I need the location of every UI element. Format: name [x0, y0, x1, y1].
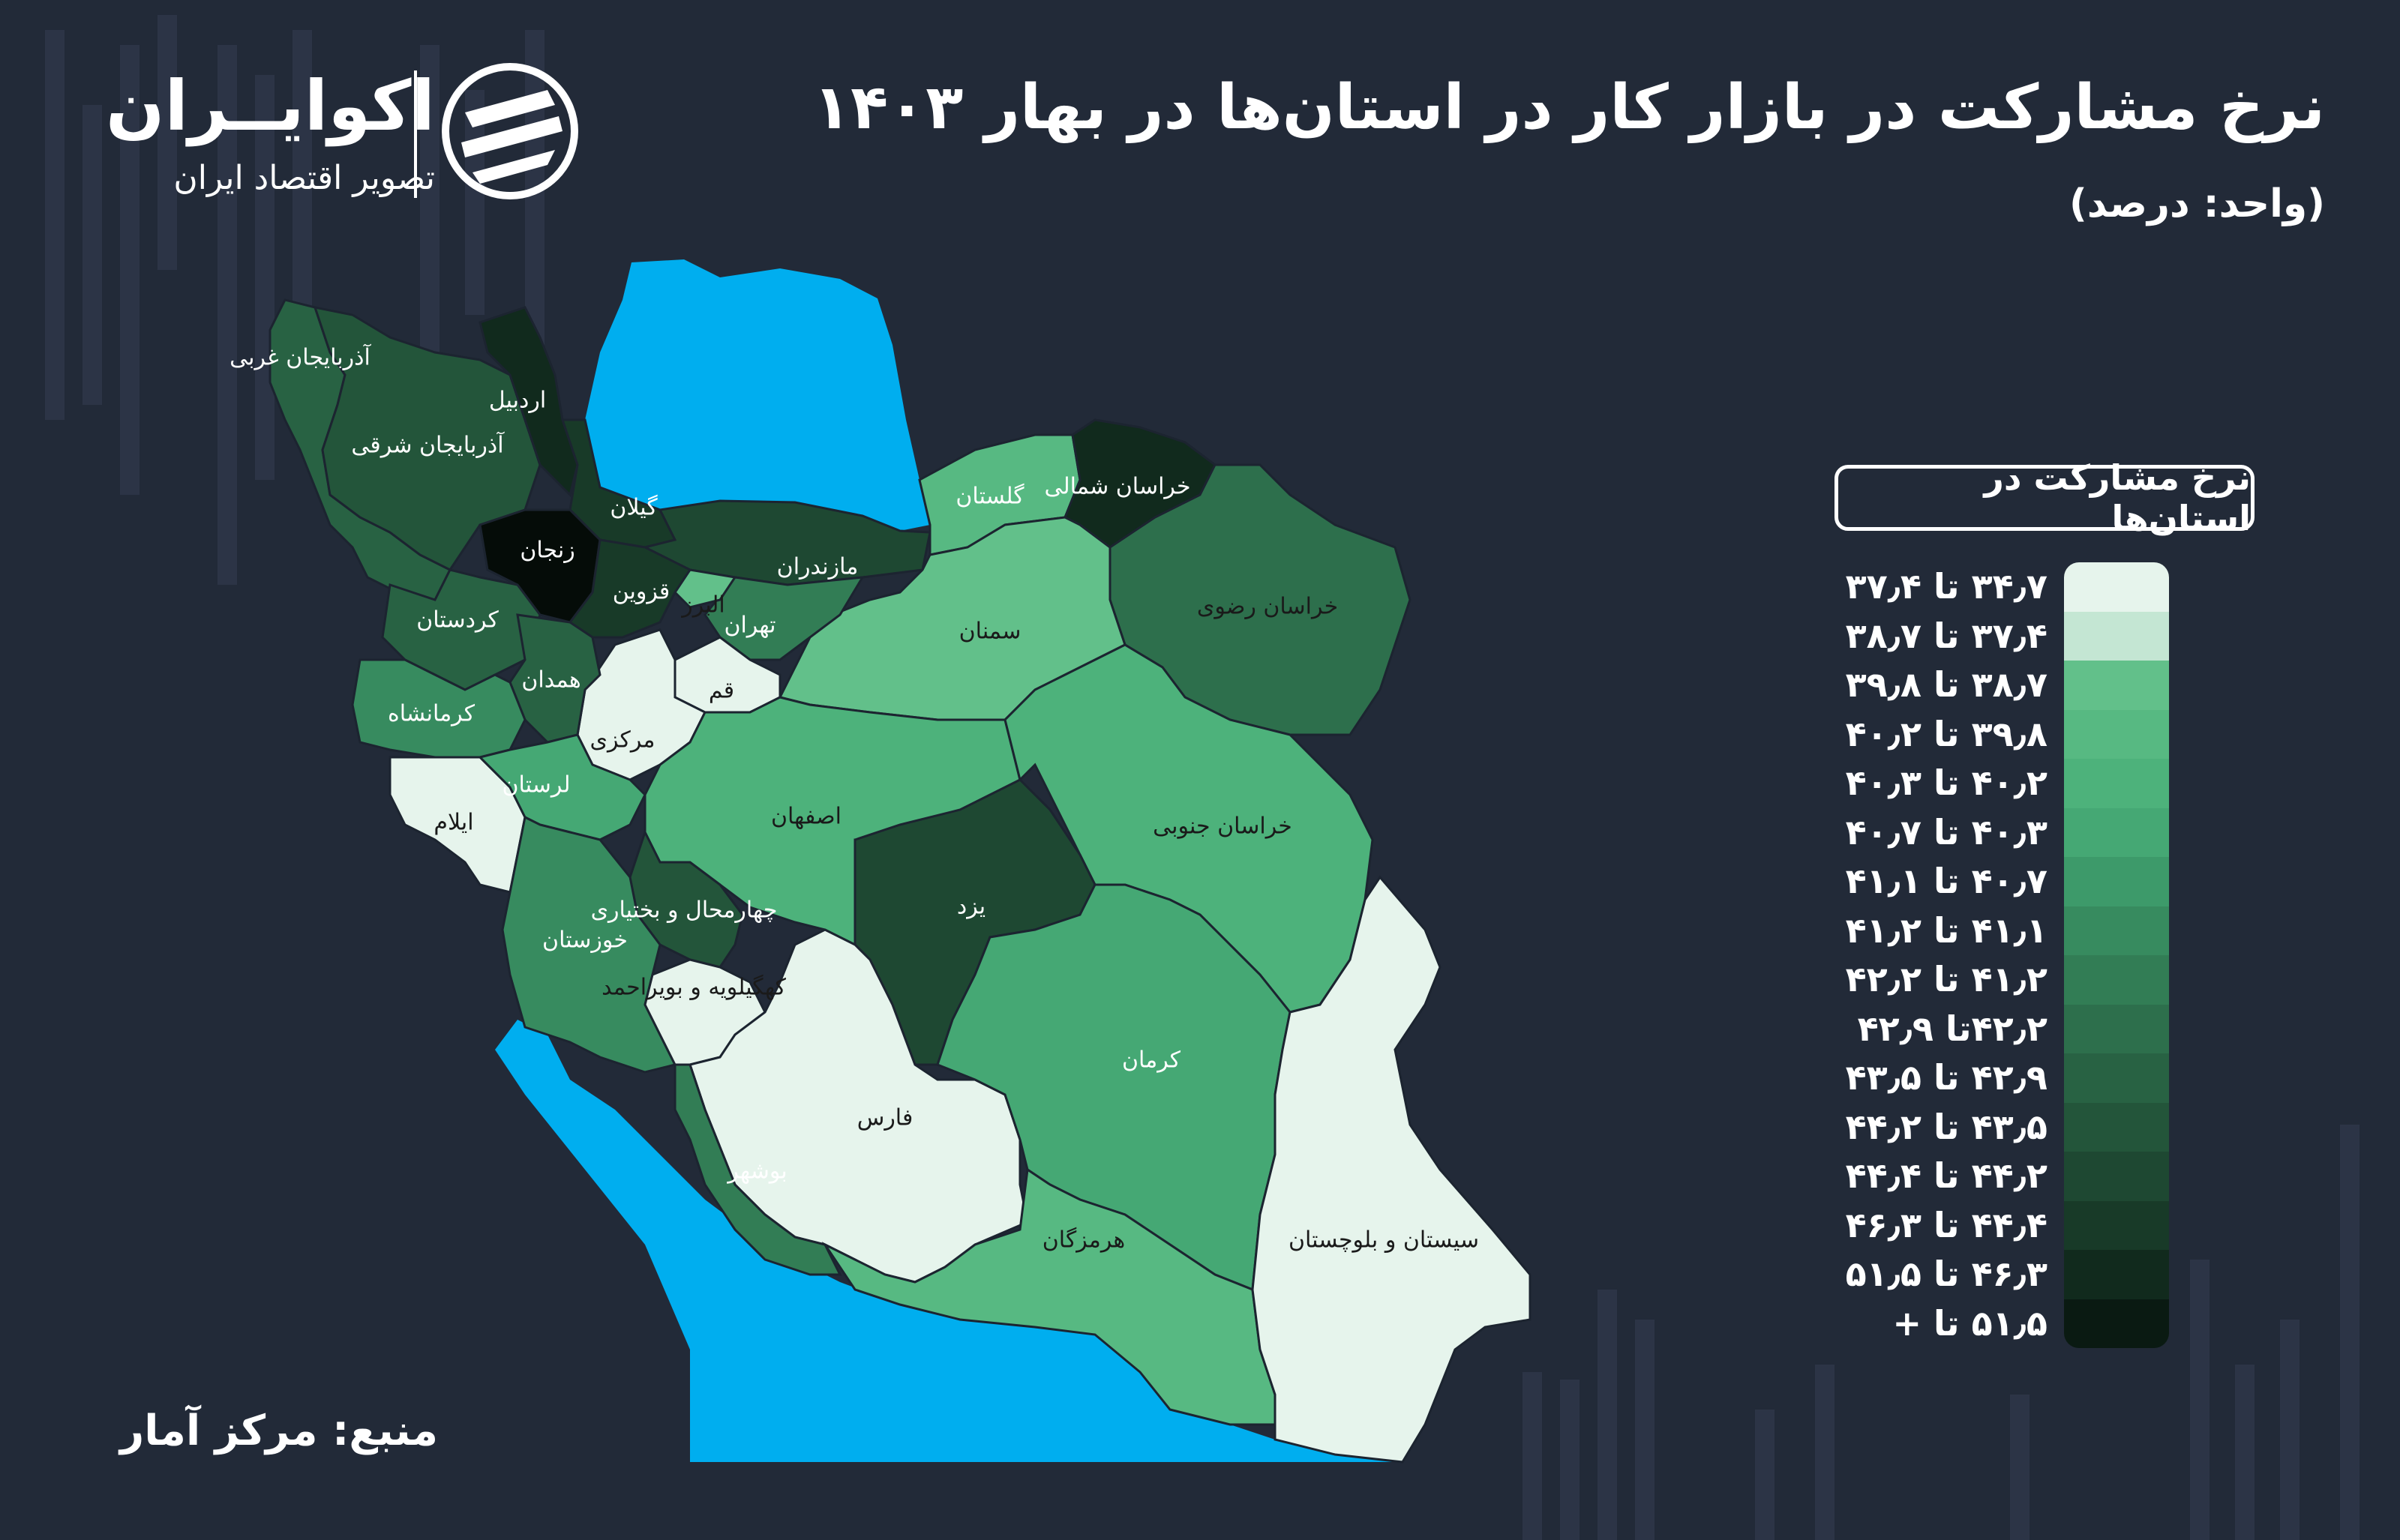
legend-swatch	[2064, 562, 2169, 612]
legend-label: ۴۱٫۱ تا ۴۱٫۲	[1845, 909, 2048, 951]
province-bushehr	[674, 1063, 842, 1276]
legend-label: ۴۲٫۹ تا ۴۳٫۵	[1845, 1057, 2048, 1098]
legend-swatch	[2064, 1200, 2169, 1250]
province-qazvin	[568, 538, 692, 639]
legend-swatch	[2064, 1299, 2169, 1348]
legend-swatch	[2064, 955, 2169, 1005]
province-label-hormozgan: هرمزگان	[1042, 1227, 1125, 1254]
province-label-markazi: مرکزی	[590, 727, 656, 754]
province-tehran	[704, 576, 865, 661]
legend-label: ۴۲٫۲تا ۴۲٫۹	[1857, 1008, 2048, 1049]
province-sistan-baluchestan	[1251, 875, 1532, 1464]
province-label-zanjan: زنجان	[520, 538, 574, 564]
source-note: منبع: مرکز آمار	[120, 1407, 439, 1455]
province-label-kerman: کرمان	[1122, 1047, 1181, 1074]
province-label-razavi-khorasan: خراسان رضوی	[1197, 594, 1338, 620]
legend-swatch	[2064, 1004, 2169, 1053]
unit-label: (واحد: درصد)	[2069, 181, 2325, 226]
legend-swatch	[2064, 759, 2169, 808]
legend-label: ۴۴٫۲ تا ۴۴٫۴	[1845, 1155, 2048, 1196]
province-label-kohgiluyeh: کهگیلویه و بویراحمد	[602, 975, 787, 1001]
legend-label: ۴۶٫۳ تا ۵۱٫۵	[1845, 1254, 2048, 1294]
province-label-alborz: البرز	[680, 592, 725, 619]
province-ardabil	[478, 306, 579, 497]
legend-color-scale	[2064, 562, 2169, 1348]
legend-label: ۳۷٫۴ تا ۳۸٫۷	[1845, 615, 2048, 656]
province-label-hamadan: همدان	[521, 667, 580, 694]
persian-gulf	[495, 1020, 1440, 1462]
brand-mark-icon	[442, 63, 578, 199]
province-label-fars: فارس	[857, 1105, 914, 1131]
brand-logo: اکوایــران تصویر اقتصاد ایران	[90, 60, 585, 210]
legend-label: ۳۸٫۷ تا ۳۹٫۸	[1845, 664, 2048, 705]
legend-label: ۳۹٫۸ تا ۴۰٫۲	[1845, 713, 2048, 754]
legend-label: ۴۰٫۲ تا ۴۰٫۳	[1845, 763, 2048, 803]
legend-swatch	[2064, 906, 2169, 955]
province-label-kurdistan: کردستان	[416, 607, 499, 634]
province-label-mazandaran: مازندران	[777, 554, 859, 580]
province-label-yazd: یزد	[957, 894, 986, 920]
page-title: نرخ مشارکت در بازار کار در استان‌ها در ب…	[813, 72, 2325, 143]
legend-swatch	[2064, 709, 2169, 759]
legend-label: ۴۰٫۷ تا ۴۱٫۱	[1845, 861, 2048, 901]
legend-swatch	[2064, 1053, 2169, 1103]
legend-label: ۴۱٫۲ تا ۴۲٫۲	[1845, 959, 2048, 999]
province-label-west-azarbaijan: آذربایجان غربی	[230, 344, 371, 371]
legend-label: ۵۱٫۵ تا +	[1892, 1302, 2048, 1344]
brand-name: اکوایــران	[106, 66, 435, 146]
brand-subtitle: تصویر اقتصاد ایران	[173, 159, 435, 197]
province-label-bushehr: بوشهر	[726, 1158, 787, 1185]
legend-swatch	[2064, 807, 2169, 857]
province-label-kermanshah: کرمانشاه	[388, 701, 476, 727]
legend-labels: ۳۴٫۷ تا ۳۷٫۴ ۳۷٫۴ تا ۳۸٫۷ ۳۸٫۷ تا ۳۹٫۸ ۳۹٫۸…	[1770, 562, 2048, 1348]
legend-swatch	[2064, 611, 2169, 661]
province-label-ardabil: اردبیل	[489, 388, 546, 414]
legend-swatch	[2064, 661, 2169, 710]
province-label-khuzestan: خوزستان	[542, 927, 628, 954]
province-label-lorestan: لرستان	[502, 772, 570, 798]
legend-label: ۴۴٫۴ تا ۴۶٫۳	[1845, 1204, 2048, 1245]
province-kermanshah	[351, 658, 526, 759]
province-label-north-khorasan: خراسان شمالی	[1044, 474, 1190, 500]
legend-label: ۴۰٫۳ تا ۴۰٫۷	[1845, 811, 2048, 852]
province-label-east-azarbaijan: آذربایجان شرقی	[351, 432, 505, 459]
legend-swatch	[2064, 1152, 2169, 1201]
legend-swatch	[2064, 1250, 2169, 1299]
legend-title: نرخ مشارکت در استان‌ها	[1834, 457, 2254, 538]
brand-divider	[414, 70, 417, 198]
province-label-qom: قم	[709, 678, 734, 704]
legend-label: ۳۴٫۷ تا ۳۷٫۴	[1845, 566, 2048, 607]
province-hormozgan	[821, 1167, 1276, 1426]
legend-swatch	[2064, 1102, 2169, 1152]
province-label-chaharmahal: چهارمحال و بختیاری	[591, 897, 778, 924]
province-label-semnan: سمنان	[959, 619, 1022, 645]
caspian-sea	[585, 259, 930, 531]
legend-swatch	[2064, 857, 2169, 906]
province-label-qazvin: قزوین	[613, 579, 670, 605]
province-label-gilan: گیلان	[610, 495, 658, 521]
province-label-ilam: ایلام	[434, 810, 473, 836]
province-label-isfahan: اصفهان	[771, 804, 842, 830]
province-label-sistan-baluchestan: سیستان و بلوچستان	[1288, 1227, 1479, 1254]
province-label-golestan: گلستان	[956, 484, 1024, 510]
legend-label: ۴۳٫۵ تا ۴۴٫۲	[1845, 1106, 2048, 1147]
province-label-tehran: تهران	[724, 613, 776, 639]
province-label-south-khorasan: خراسان جنوبی	[1153, 813, 1292, 840]
